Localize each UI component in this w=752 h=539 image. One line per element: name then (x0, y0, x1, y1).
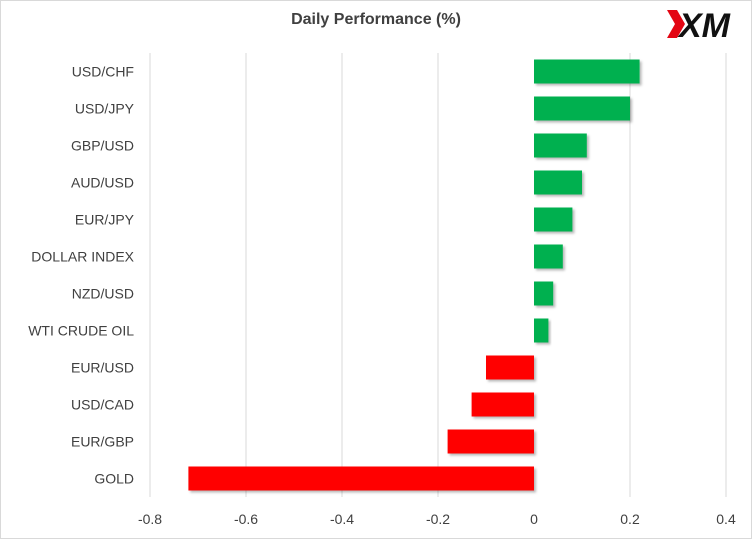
category-label: WTI CRUDE OIL (28, 323, 134, 339)
category-label: USD/JPY (75, 101, 135, 117)
category-label: NZD/USD (72, 286, 134, 302)
bar (486, 355, 534, 380)
bar (534, 281, 554, 306)
bar (188, 466, 534, 491)
x-tick-label: 0 (530, 511, 538, 527)
category-label: USD/CAD (71, 397, 134, 413)
bar (534, 59, 640, 84)
category-label: USD/CHF (72, 64, 134, 80)
bar (534, 96, 630, 121)
x-tick-label: 0.2 (620, 511, 640, 527)
category-label: DOLLAR INDEX (31, 249, 134, 265)
bar (534, 318, 549, 343)
bar (447, 429, 534, 454)
logo-text: XM (677, 7, 731, 44)
bar (471, 392, 534, 417)
x-tick-label: 0.4 (716, 511, 736, 527)
chart-title: Daily Performance (%) (291, 11, 461, 28)
x-tick-label: -0.2 (426, 511, 450, 527)
logo-accent-mark (667, 10, 685, 38)
bar (534, 207, 573, 232)
x-tick-label: -0.8 (138, 511, 162, 527)
bar (534, 244, 563, 269)
category-label: GOLD (94, 471, 134, 487)
category-label: EUR/JPY (75, 212, 135, 228)
x-tick-label: -0.4 (330, 511, 354, 527)
x-tick-label: -0.6 (234, 511, 258, 527)
bar (534, 170, 582, 195)
xm-logo: XM (667, 7, 731, 44)
category-label: AUD/USD (71, 175, 134, 191)
category-label: EUR/USD (71, 360, 134, 376)
category-label: GBP/USD (71, 138, 134, 154)
category-label: EUR/GBP (71, 434, 134, 450)
bar (534, 133, 587, 158)
